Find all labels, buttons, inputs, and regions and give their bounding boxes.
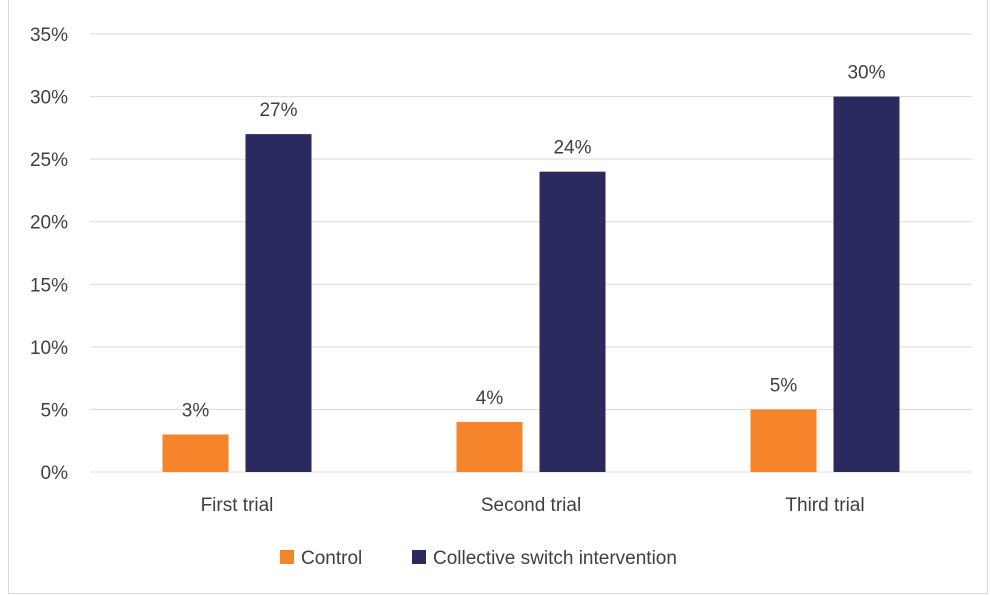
bar [833, 96, 900, 473]
legend-swatch [280, 550, 294, 564]
bar [245, 134, 312, 472]
y-tick-label: 20% [30, 213, 68, 234]
y-axis: 0% 5% 10% 15% 20% 25% 30% 35% [30, 25, 68, 484]
x-tick-label: Third trial [785, 495, 864, 516]
legend: Control Collective switch intervention [280, 548, 677, 569]
data-label: 30% [847, 63, 885, 84]
chart-frame [8, 0, 988, 594]
y-tick-label: 25% [30, 150, 68, 171]
y-tick-label: 5% [41, 400, 69, 421]
bars [162, 96, 900, 473]
y-tick-label: 10% [30, 338, 68, 359]
x-tick-label: Second trial [481, 495, 581, 516]
x-tick-label: First trial [201, 495, 274, 516]
y-tick-label: 30% [30, 88, 68, 109]
data-label: 3% [182, 400, 210, 421]
bar [162, 434, 229, 472]
bar [539, 171, 606, 472]
legend-label: Collective switch intervention [433, 548, 677, 569]
data-label: 24% [553, 138, 591, 159]
legend-swatch [412, 550, 426, 564]
legend-label: Control [301, 548, 362, 569]
y-tick-label: 15% [30, 275, 68, 296]
data-label: 27% [259, 100, 297, 121]
data-label: 4% [476, 388, 504, 409]
x-axis: First trial Second trial Third trial [201, 495, 865, 516]
y-tick-label: 0% [41, 463, 69, 484]
bar [456, 421, 523, 472]
bar [750, 409, 817, 472]
data-labels: 3% 27% 4% 24% 5% 30% [182, 63, 886, 422]
gridlines [90, 33, 972, 473]
y-tick-label: 35% [30, 25, 68, 46]
data-label: 5% [770, 375, 798, 396]
